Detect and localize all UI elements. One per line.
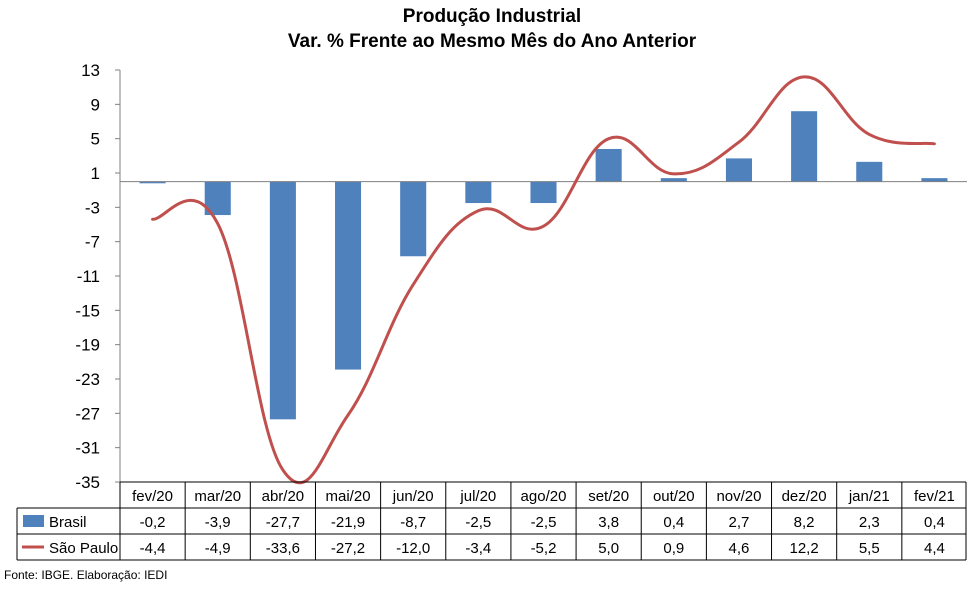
data-label-brasil: -2,5 xyxy=(531,514,557,531)
data-label-sao-paulo: -33,6 xyxy=(266,540,300,557)
data-label-brasil: 8,2 xyxy=(794,514,815,531)
x-tick-label: fev/20 xyxy=(132,488,173,505)
y-tick-label: -27 xyxy=(75,404,100,423)
data-label-brasil: -0,2 xyxy=(140,514,166,531)
y-tick-label: -3 xyxy=(85,198,100,217)
data-label-sao-paulo: 4,4 xyxy=(924,540,945,557)
x-tick-label: set/20 xyxy=(588,488,629,505)
y-tick-label: -23 xyxy=(75,370,100,389)
legend-label-sao-paulo: São Paulo xyxy=(49,540,118,557)
data-label-brasil: -3,9 xyxy=(205,514,231,531)
data-label-brasil: 2,3 xyxy=(859,514,880,531)
data-label-brasil: -21,9 xyxy=(331,514,365,531)
x-tick-label: abr/20 xyxy=(262,488,305,505)
legend-swatch-brasil xyxy=(23,515,44,527)
data-label-sao-paulo: 0,9 xyxy=(663,540,684,557)
data-label-sao-paulo: 4,6 xyxy=(729,540,750,557)
x-tick-label: jan/21 xyxy=(848,488,890,505)
y-tick-label: 13 xyxy=(81,61,100,80)
data-label-brasil: 3,8 xyxy=(598,514,619,531)
x-tick-label: nov/20 xyxy=(716,488,761,505)
x-tick-label: ago/20 xyxy=(521,488,567,505)
y-tick-label: 1 xyxy=(91,164,100,183)
bar xyxy=(335,181,362,370)
bar xyxy=(139,181,166,184)
y-tick-label: -19 xyxy=(75,336,100,355)
source-note: Fonte: IBGE. Elaboração: IEDI xyxy=(4,568,168,582)
data-label-brasil: -8,7 xyxy=(400,514,426,531)
data-label-brasil: -2,5 xyxy=(465,514,491,531)
bar xyxy=(595,148,622,182)
y-tick-label: 5 xyxy=(91,130,100,149)
data-label-sao-paulo: 5,5 xyxy=(859,540,880,557)
x-tick-label: jun/20 xyxy=(392,488,434,505)
y-tick-label: -35 xyxy=(75,473,100,492)
data-label-sao-paulo: -12,0 xyxy=(396,540,430,557)
data-label-sao-paulo: 12,2 xyxy=(790,540,819,557)
x-tick-label: mar/20 xyxy=(194,488,241,505)
y-tick-label: -15 xyxy=(75,301,100,320)
data-label-brasil: 2,7 xyxy=(729,514,750,531)
bar xyxy=(725,158,752,182)
chart-title-line: Produção Industrial xyxy=(402,6,582,27)
x-tick-label: out/20 xyxy=(653,488,695,505)
y-tick-label: 9 xyxy=(91,95,100,114)
data-label-sao-paulo: -27,2 xyxy=(331,540,365,557)
x-tick-label: dez/20 xyxy=(782,488,827,505)
chart-subtitle: Var. % Frente ao Mesmo Mês do Ano Anteri… xyxy=(287,31,697,52)
data-label-sao-paulo: -3,4 xyxy=(465,540,491,557)
chart-title: Produção Industrial Var. % Frente ao Mes… xyxy=(0,4,967,54)
y-tick-label: -7 xyxy=(85,233,100,252)
series-line-sao-paulo xyxy=(151,75,936,485)
data-label-sao-paulo: -4,4 xyxy=(140,540,166,557)
bar xyxy=(400,181,427,257)
bar xyxy=(465,181,492,204)
x-tick-label: jul/20 xyxy=(459,488,496,505)
y-tick-label: -31 xyxy=(75,439,100,458)
data-label-sao-paulo: -5,2 xyxy=(531,540,557,557)
x-tick-label: mai/20 xyxy=(326,488,371,505)
bar xyxy=(530,181,557,204)
data-label-sao-paulo: -4,9 xyxy=(205,540,231,557)
data-label-brasil: 0,4 xyxy=(924,514,945,531)
data-label-sao-paulo: 5,0 xyxy=(598,540,619,557)
data-label-brasil: -27,7 xyxy=(266,514,300,531)
bar xyxy=(921,178,948,182)
x-tick-label: fev/21 xyxy=(914,488,955,505)
bar xyxy=(660,178,687,182)
bar xyxy=(269,181,296,420)
bar xyxy=(856,161,883,182)
legend-label-brasil: Brasil xyxy=(49,514,87,531)
data-label-brasil: 0,4 xyxy=(663,514,684,531)
bar xyxy=(791,111,818,182)
y-tick-label: -11 xyxy=(77,267,100,286)
